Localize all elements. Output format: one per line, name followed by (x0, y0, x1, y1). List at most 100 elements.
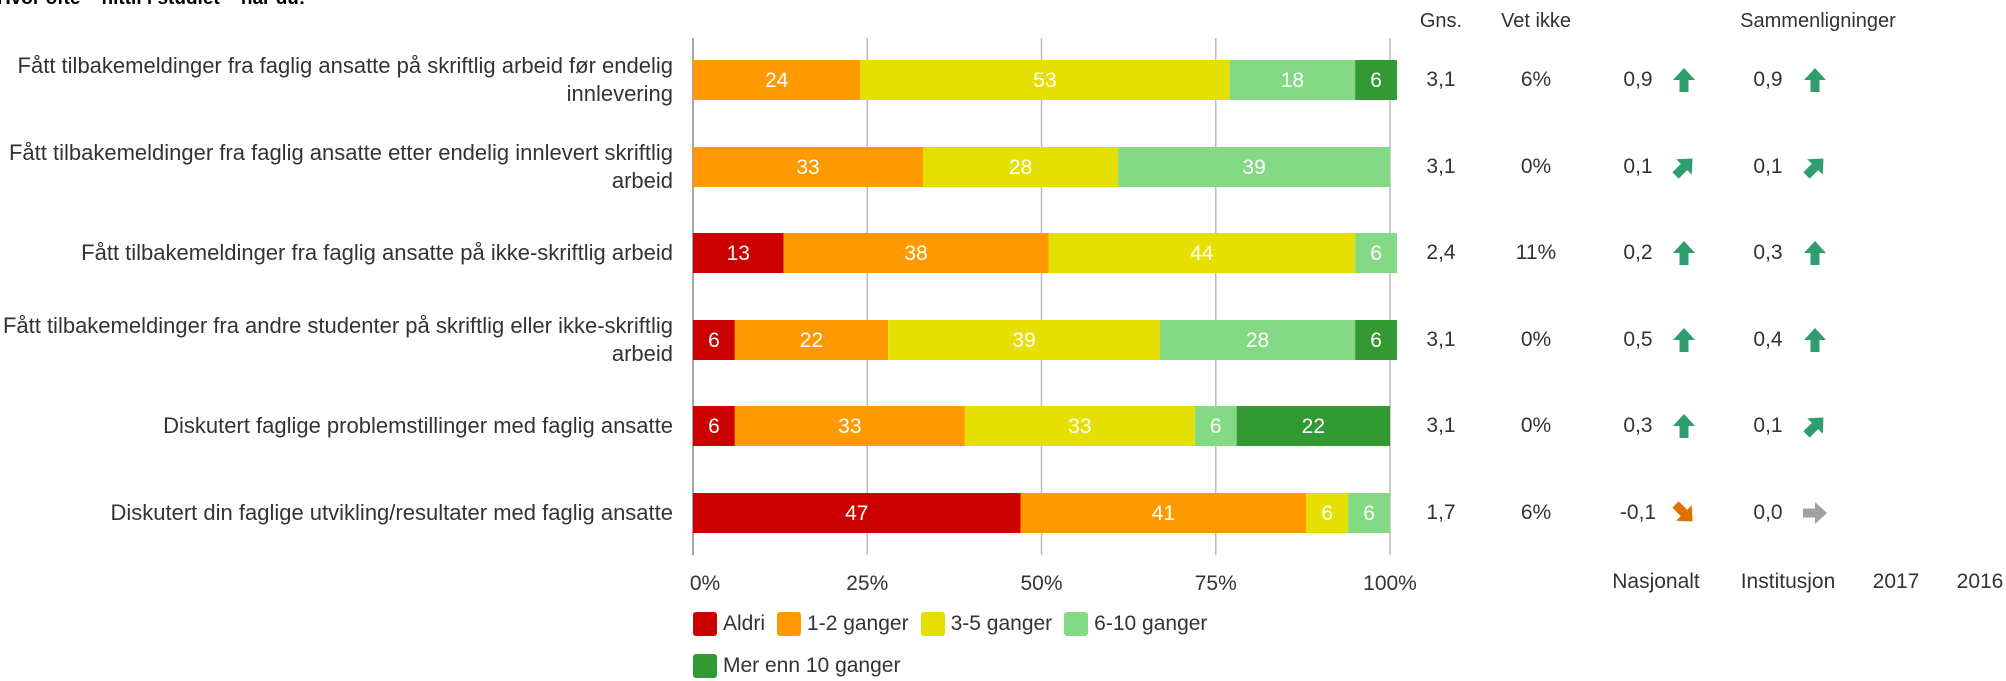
data-label: 39 (1242, 156, 1265, 179)
category-label: Fått tilbakemeldinger fra faglig ansatte… (8, 140, 673, 193)
trend-arrow-icon (1804, 68, 1826, 92)
legend-swatch (920, 612, 945, 636)
institution-diff-value: 0,9 (1753, 68, 1783, 91)
arrow-shape (1673, 414, 1695, 438)
mean-value: 2,4 (1426, 241, 1456, 264)
bar-segment (1355, 233, 1397, 273)
data-label: 6 (1370, 242, 1382, 265)
category-label: Fått tilbakemeldinger fra andre studente… (2, 313, 673, 366)
bar-segment (1194, 406, 1237, 446)
arrow-shape (1803, 502, 1827, 524)
mean-value: 3,1 (1426, 328, 1456, 351)
x-tick-label: 100% (1363, 572, 1417, 595)
legend-swatch (1064, 612, 1089, 636)
legend-label: Mer enn 10 ganger (723, 654, 901, 677)
bar-segment (734, 320, 889, 360)
trend-arrow-icon (1673, 328, 1695, 352)
bar-segment (693, 60, 861, 100)
compare-label-institution: Institusjon (1740, 570, 1836, 593)
bar-segment (693, 320, 735, 360)
data-label: 41 (1152, 502, 1175, 525)
data-label: 24 (765, 69, 789, 92)
data-label: 18 (1281, 69, 1304, 92)
legend-item: Aldri (693, 610, 765, 638)
data-label: 44 (1190, 242, 1214, 265)
arrow-shape (1804, 241, 1826, 265)
bar-segment (860, 60, 1230, 100)
data-label: 28 (1009, 156, 1032, 179)
compare-label-2016: 2016 (1956, 570, 2004, 593)
trend-arrow-icon (1673, 68, 1695, 92)
bar-segment (1236, 406, 1390, 446)
dont-know-value: 6% (1520, 501, 1552, 524)
legend-label: 6-10 ganger (1094, 612, 1208, 635)
trend-arrow-icon (1672, 501, 1693, 522)
trend-arrow-icon (1803, 417, 1824, 438)
dont-know-value: 0% (1520, 328, 1552, 351)
category-label: Fått tilbakemeldinger fra faglig ansatte… (17, 53, 673, 106)
mean-value: 3,1 (1426, 414, 1456, 437)
data-label: 39 (1012, 329, 1035, 352)
data-label: 28 (1246, 329, 1269, 352)
national-diff-value: 0,2 (1623, 241, 1653, 264)
bar-segment (964, 406, 1195, 446)
bar-segment (1306, 493, 1349, 533)
trend-arrow-icon (1804, 328, 1826, 352)
data-label: 6 (1370, 329, 1382, 352)
national-diff-value: 0,3 (1623, 414, 1653, 437)
trend-arrow-icon (1673, 241, 1695, 265)
mean-value: 3,1 (1426, 155, 1456, 178)
dont-know-value: 0% (1520, 414, 1552, 437)
trend-arrow-icon (1672, 158, 1693, 179)
legend-label: Aldri (723, 612, 766, 635)
data-label: 6 (708, 329, 720, 352)
data-label: 22 (1302, 415, 1325, 438)
dont-know-value: 6% (1520, 68, 1552, 91)
bar-segment (1020, 493, 1307, 533)
arrow-shape (1673, 241, 1695, 265)
legend-item: 3-5 ganger (920, 610, 1052, 638)
bar-segment (1118, 147, 1390, 187)
data-label: 6 (1370, 69, 1382, 92)
category-label: Diskutert din faglige utvikling/resultat… (110, 500, 673, 525)
x-tick-label: 75% (1195, 572, 1237, 595)
national-diff-value: -0,1 (1619, 501, 1657, 524)
data-label: 13 (727, 242, 750, 265)
national-diff-value: 0,9 (1623, 68, 1653, 91)
institution-diff-value: 0,0 (1753, 501, 1783, 524)
national-diff-value: 0,1 (1623, 155, 1653, 178)
dont-know-value: 11% (1515, 241, 1557, 264)
bar-segment (783, 233, 1049, 273)
bar-segment (1229, 60, 1356, 100)
category-label: Diskutert faglige problemstillinger med … (163, 413, 673, 438)
bar-segment (1355, 320, 1397, 360)
header-mean: Gns. (1419, 10, 1463, 32)
compare-label-national: Nasjonalt (1612, 570, 1700, 593)
figure-title: Hvor ofte – hittil i studiet – har du: (0, 0, 305, 10)
data-label: 47 (845, 502, 868, 525)
legend-swatch (693, 612, 717, 636)
mean-value: 3,1 (1426, 68, 1456, 91)
bar-segment (693, 147, 924, 187)
bar-segment (1048, 233, 1356, 273)
data-label: 33 (1068, 415, 1091, 438)
legend-item: 6-10 ganger (1064, 610, 1207, 638)
trend-arrow-icon (1804, 241, 1826, 265)
arrow-shape (1672, 158, 1693, 179)
legend-item: 1-2 ganger (777, 610, 909, 638)
bar-segment (734, 406, 965, 446)
mean-value: 1,7 (1426, 501, 1456, 524)
bar-segment (923, 147, 1119, 187)
dont-know-value: 0% (1520, 155, 1552, 178)
bar-segment (888, 320, 1160, 360)
institution-diff-value: 0,4 (1753, 328, 1783, 351)
trend-arrow-icon (1673, 414, 1695, 438)
data-label: 33 (796, 156, 819, 179)
legend-swatch (777, 612, 802, 636)
x-tick-label: 50% (1020, 572, 1062, 595)
institution-diff-value: 0,1 (1753, 414, 1783, 437)
institution-diff-value: 0,1 (1753, 155, 1783, 178)
header-dont-know: Vet ikke (1500, 10, 1572, 32)
data-label: 6 (1210, 415, 1222, 438)
